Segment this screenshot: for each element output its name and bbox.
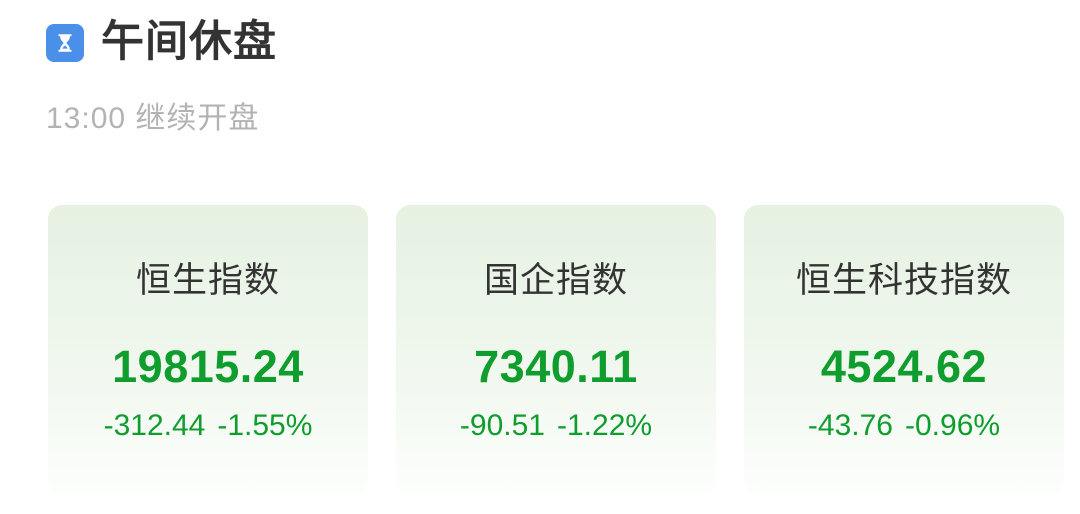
index-value: 4524.62 <box>820 341 988 392</box>
title-row: 午间休盘 <box>0 0 1080 66</box>
index-name: 恒生科技指数 <box>795 261 1012 300</box>
index-change-amount: -312.44 <box>103 409 206 442</box>
reopen-time-note: 13:00 继续开盘 <box>46 102 260 135</box>
page-title: 午间休盘 <box>101 17 277 66</box>
index-change: -43.76 -0.96% <box>744 411 1064 441</box>
index-change-percent: -0.96% <box>905 409 1001 442</box>
index-change: -90.51 -1.22% <box>396 411 716 441</box>
index-card[interactable]: 恒生科技指数 4524.62 -43.76 -0.96% <box>744 205 1064 495</box>
hourglass-icon <box>46 24 84 62</box>
index-value: 19815.24 <box>112 341 304 392</box>
market-status-header: 午间休盘 13:00 继续开盘 <box>0 0 1080 134</box>
index-name: 国企指数 <box>483 261 628 300</box>
index-change: -312.44 -1.55% <box>48 411 368 441</box>
index-card-list: 恒生指数 19815.24 -312.44 -1.55% 国企指数 7340.11… <box>48 205 1064 495</box>
index-value: 7340.11 <box>474 341 638 392</box>
index-change-amount: -90.51 <box>459 409 545 442</box>
index-change-amount: -43.76 <box>807 409 893 442</box>
index-card[interactable]: 国企指数 7340.11 -90.51 -1.22% <box>396 205 716 495</box>
index-change-percent: -1.22% <box>557 409 653 442</box>
index-name: 恒生指数 <box>135 261 280 300</box>
index-card[interactable]: 恒生指数 19815.24 -312.44 -1.55% <box>48 205 368 495</box>
index-change-percent: -1.55% <box>217 409 313 442</box>
